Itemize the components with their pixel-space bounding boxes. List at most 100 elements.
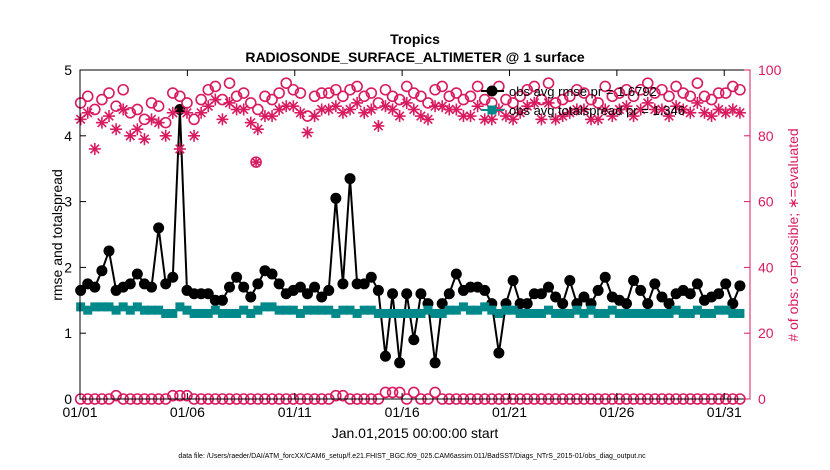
spread-point — [451, 305, 461, 315]
obs-possible-point — [698, 90, 711, 103]
spread-point — [409, 308, 419, 318]
obs-evaluated-point — [464, 110, 477, 123]
spread-point — [380, 308, 390, 318]
asterisk-stroke — [217, 114, 228, 125]
spread-point — [147, 305, 157, 315]
asterisk-stroke — [657, 104, 667, 115]
spread-point — [97, 302, 107, 312]
obs-possible-point — [174, 90, 186, 103]
spread-point — [76, 302, 86, 312]
asterisk-stroke — [387, 104, 398, 115]
spread-point — [650, 308, 660, 318]
spread-point — [735, 308, 745, 318]
asterisk-stroke — [486, 114, 497, 125]
x-tick-label: 01/31 — [707, 404, 742, 420]
obs-evaluated-point — [457, 110, 470, 123]
spread-point — [274, 305, 284, 315]
rmse-point — [224, 281, 236, 293]
obs-possible-point — [514, 90, 526, 103]
obs-possible-point — [393, 386, 406, 399]
obs-possible-point — [386, 90, 399, 103]
spread-point — [302, 305, 312, 315]
asterisk-stroke — [586, 114, 596, 125]
spread-point — [522, 308, 532, 318]
spread-point — [657, 308, 667, 318]
spread-point — [196, 308, 206, 318]
rmse-point — [245, 291, 257, 303]
obs-possible-point — [450, 87, 463, 99]
obs-possible-point — [96, 93, 108, 106]
legend-spread-label: obs avg totalspread pr = 1.346 — [509, 103, 685, 118]
obs-evaluated-point — [329, 100, 342, 113]
spread-point — [685, 308, 695, 318]
spread-point — [132, 302, 142, 312]
obs-possible-point — [330, 83, 342, 96]
obs-possible-point — [358, 90, 370, 103]
obs-possible-point — [670, 80, 682, 93]
obs-possible-point — [223, 77, 236, 89]
spread-point — [437, 308, 447, 318]
obs-evaluated-point — [372, 119, 385, 132]
spread-point — [579, 308, 589, 318]
spread-point — [466, 305, 476, 315]
spread-point — [551, 308, 561, 318]
obs-possible-point — [287, 83, 300, 96]
y2-tick-label: 100 — [758, 62, 782, 78]
spread-point — [508, 305, 518, 315]
obs-evaluated-point — [74, 113, 87, 126]
obs-evaluated-point — [188, 129, 201, 142]
obs-possible-point — [528, 80, 541, 93]
spread-point — [104, 302, 114, 312]
obs-possible-point — [124, 106, 137, 119]
spread-point — [125, 305, 135, 315]
rmse-point — [153, 222, 165, 234]
obs-possible-point — [195, 93, 207, 106]
asterisk-stroke — [251, 158, 261, 167]
rmse-point — [160, 278, 172, 290]
spread-point — [430, 308, 440, 318]
obs-possible-point — [727, 80, 739, 93]
asterisk-stroke — [479, 114, 490, 125]
spread-point — [544, 305, 554, 315]
y-tick-label: 3 — [64, 194, 72, 210]
x-tick-label: 01/16 — [385, 404, 420, 420]
obs-possible-point — [322, 87, 335, 99]
legend-rmse-marker — [486, 85, 498, 97]
rmse-point — [578, 291, 590, 303]
rmse-point — [231, 271, 243, 283]
spread-point — [572, 305, 582, 315]
spread-point — [607, 305, 617, 315]
obs-possible-point — [152, 100, 165, 112]
obs-evaluated-point — [528, 96, 541, 109]
rmse-point — [309, 281, 321, 293]
obs-possible-point — [620, 83, 633, 96]
obs-evaluated-point — [273, 103, 286, 116]
obs-possible-point — [166, 87, 179, 99]
obs-possible-point — [471, 80, 484, 93]
obs-possible-point — [478, 93, 491, 106]
spread-point — [225, 308, 235, 318]
obs-possible-point — [379, 83, 392, 96]
asterisk-stroke — [430, 101, 440, 111]
obs-possible-point — [259, 90, 271, 103]
obs-possible-point — [507, 97, 519, 109]
spread-point — [338, 305, 348, 315]
asterisk-stroke — [82, 107, 93, 118]
obs-possible-point — [677, 87, 689, 99]
asterisk-stroke — [146, 114, 157, 125]
obs-evaluated-point — [88, 142, 101, 155]
spread-point — [629, 308, 639, 318]
asterisk-stroke — [572, 104, 582, 115]
obs-possible-point — [351, 80, 363, 93]
asterisk-stroke — [472, 101, 483, 111]
asterisk-stroke — [132, 124, 143, 135]
y-tick-label: 5 — [64, 62, 72, 78]
spread-point — [586, 305, 596, 315]
spread-point — [345, 305, 355, 315]
spread-point — [458, 302, 468, 312]
rmse-point — [691, 278, 703, 290]
obs-evaluated-point — [421, 113, 434, 126]
chart-title: Tropics — [390, 31, 440, 47]
rmse-point — [75, 284, 87, 296]
obs-possible-point — [103, 87, 115, 99]
